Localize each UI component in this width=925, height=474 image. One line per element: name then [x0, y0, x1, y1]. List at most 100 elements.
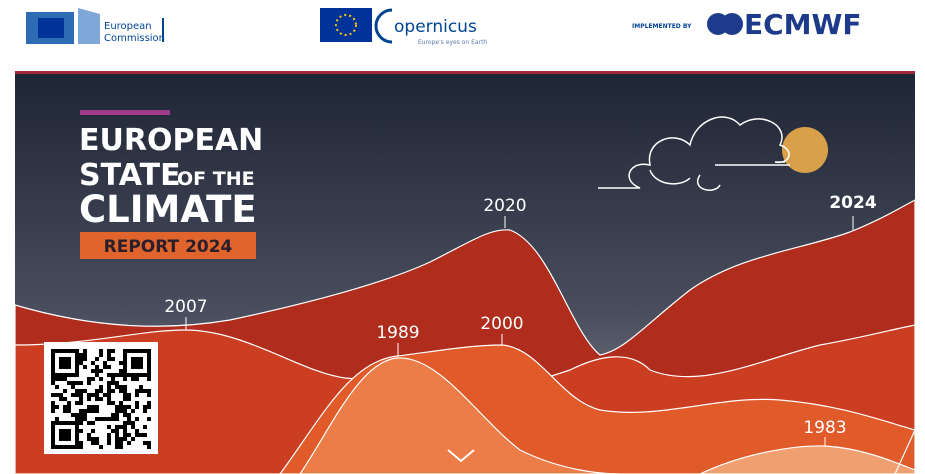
- qr-module: [147, 361, 151, 365]
- qr-module: [99, 349, 103, 353]
- qr-module: [91, 437, 95, 441]
- qr-module: [131, 409, 135, 413]
- qr-module: [111, 413, 115, 417]
- year-label: 1989: [376, 323, 419, 343]
- qr-module: [119, 405, 123, 409]
- qr-module: [75, 393, 79, 397]
- qr-module: [63, 429, 67, 433]
- qr-module: [75, 357, 79, 361]
- qr-module: [115, 405, 119, 409]
- qr-module: [83, 349, 87, 353]
- qr-module: [87, 377, 91, 381]
- qr-module: [67, 437, 71, 441]
- qr-module: [67, 357, 71, 361]
- qr-module: [119, 437, 123, 441]
- qr-module: [131, 377, 135, 381]
- qr-module: [67, 349, 71, 353]
- qr-module: [67, 409, 71, 413]
- qr-module: [55, 405, 59, 409]
- qr-module: [127, 417, 131, 421]
- logo-shape: [78, 8, 100, 44]
- qr-module: [123, 373, 127, 377]
- qr-module: [75, 425, 79, 429]
- qr-module: [123, 429, 127, 433]
- qr-module: [119, 425, 123, 429]
- year-label: 2020: [483, 196, 526, 216]
- qr-module: [99, 397, 103, 401]
- qr-module: [107, 385, 111, 389]
- qr-module: [131, 349, 135, 353]
- qr-module: [123, 397, 127, 401]
- qr-module: [87, 421, 91, 425]
- qr-module: [59, 437, 63, 441]
- qr-module: [131, 361, 135, 365]
- qr-module: [135, 393, 139, 397]
- qr-module: [99, 353, 103, 357]
- qr-module: [75, 429, 79, 433]
- qr-module: [147, 417, 151, 421]
- qr-module: [143, 389, 147, 393]
- qr-module: [67, 365, 71, 369]
- qr-module: [83, 353, 87, 357]
- qr-module: [147, 373, 151, 377]
- qr-module: [83, 389, 87, 393]
- qr-module: [147, 445, 151, 449]
- qr-module: [95, 365, 99, 369]
- qr-module: [91, 429, 95, 433]
- qr-code[interactable]: [44, 342, 158, 454]
- qr-module: [63, 389, 67, 393]
- qr-module: [79, 397, 83, 401]
- qr-module: [135, 389, 139, 393]
- qr-module: [147, 369, 151, 373]
- qr-module: [135, 361, 139, 365]
- qr-module: [143, 441, 147, 445]
- qr-module: [83, 413, 87, 417]
- qr-module: [115, 425, 119, 429]
- qr-module: [127, 421, 131, 425]
- qr-module: [51, 373, 55, 377]
- qr-module: [87, 393, 91, 397]
- qr-module: [147, 349, 151, 353]
- qr-module: [123, 405, 127, 409]
- qr-module: [75, 353, 79, 357]
- qr-module: [55, 393, 59, 397]
- qr-module: [95, 397, 99, 401]
- qr-module: [95, 393, 99, 397]
- qr-module: [107, 401, 111, 405]
- qr-module: [127, 405, 131, 409]
- qr-module: [67, 421, 71, 425]
- copernicus-logo[interactable]: opernicus Europe's eyes on Earth: [320, 8, 487, 46]
- qr-module: [59, 361, 63, 365]
- qr-module: [123, 365, 127, 369]
- eu-commission-logo[interactable]: European Commission: [26, 8, 165, 44]
- qr-module: [123, 425, 127, 429]
- qr-module: [75, 365, 79, 369]
- qr-module: [79, 441, 83, 445]
- qr-module: [79, 401, 83, 405]
- qr-module: [123, 437, 127, 441]
- logo-c: [376, 10, 392, 42]
- qr-module: [119, 445, 123, 449]
- qr-module: [115, 413, 119, 417]
- qr-module: [75, 401, 79, 405]
- qr-module: [135, 417, 139, 421]
- qr-module: [107, 433, 111, 437]
- qr-module: [111, 349, 115, 353]
- eu-flag: [38, 18, 64, 38]
- qr-module: [51, 405, 55, 409]
- qr-module: [95, 373, 99, 377]
- qr-module: [95, 389, 99, 393]
- year-label: 2007: [164, 297, 207, 317]
- eu-flag: [320, 8, 372, 42]
- qr-module: [75, 369, 79, 373]
- qr-module: [91, 409, 95, 413]
- qr-module: [55, 377, 59, 381]
- qr-module: [147, 401, 151, 405]
- qr-module: [79, 445, 83, 449]
- ecmwf-logo[interactable]: IMPLEMENTED BY ECMWF: [632, 8, 862, 41]
- qr-module: [63, 437, 67, 441]
- qr-module: [107, 397, 111, 401]
- report-label: REPORT 2024: [104, 237, 233, 257]
- qr-module: [75, 445, 79, 449]
- qr-module: [135, 357, 139, 361]
